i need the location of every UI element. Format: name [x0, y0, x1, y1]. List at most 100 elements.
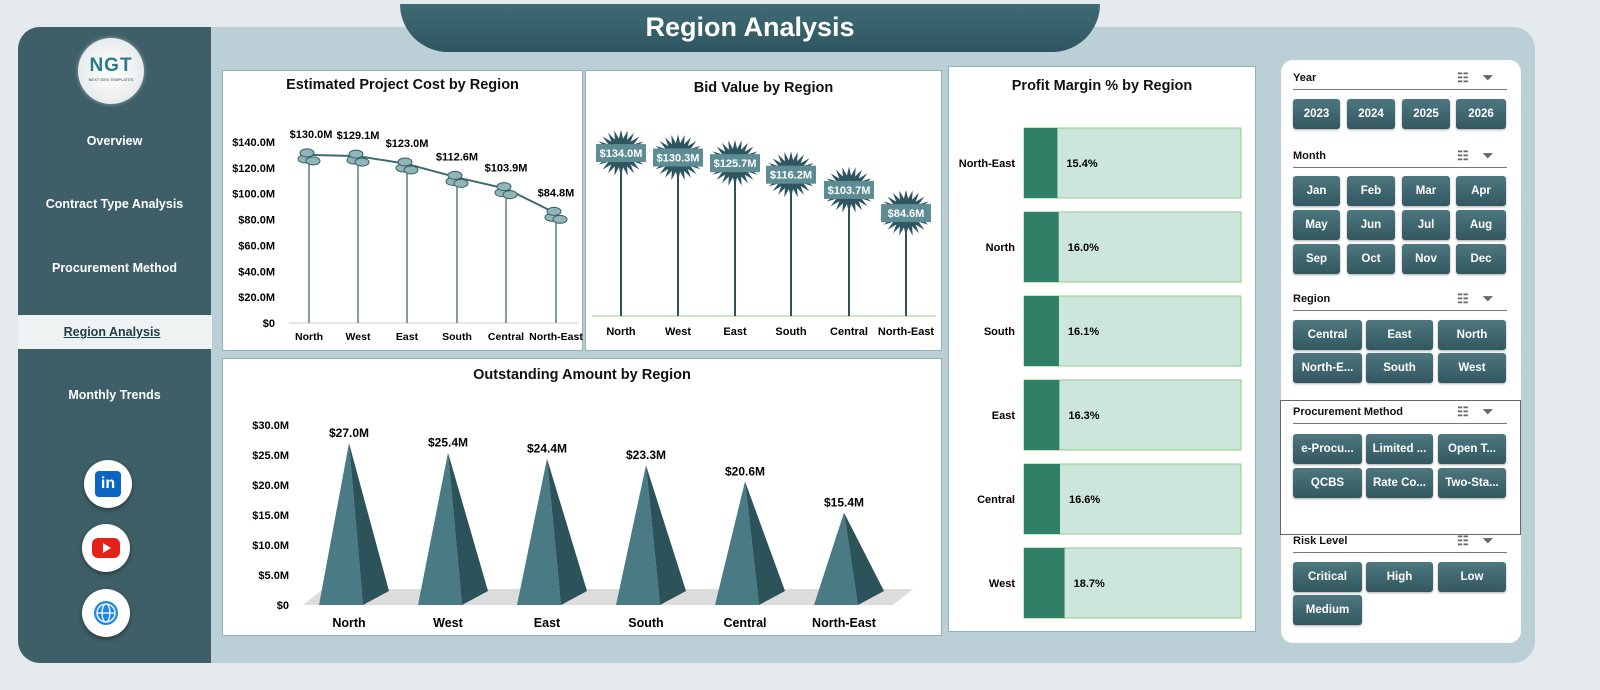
slicer-item[interactable]: Two-Sta... — [1438, 468, 1506, 498]
clear-filter-icon[interactable]: ⏷ — [1482, 404, 1507, 419]
data-label: $27.0M — [329, 426, 369, 440]
data-label-bg — [596, 144, 646, 163]
y-tick-label: $0 — [263, 318, 275, 330]
bar-track — [1023, 295, 1242, 367]
slicer-item[interactable]: 2026 — [1456, 99, 1506, 129]
data-label: $25.4M — [428, 436, 468, 450]
slicer-title: Procurement Method — [1293, 406, 1404, 418]
multi-select-icon[interactable]: ☷ — [1456, 404, 1483, 419]
slicer-item[interactable]: Limited ... — [1366, 434, 1433, 464]
slicer-header: Procurement Method ☷⏷ — [1293, 404, 1507, 424]
data-label: $23.3M — [626, 448, 666, 462]
y-tick-label: $15.0M — [252, 510, 289, 522]
slicer-item[interactable]: South — [1366, 353, 1433, 383]
y-tick-label: $20.0M — [252, 480, 289, 492]
x-tick-label: West — [665, 326, 691, 338]
x-tick-label: East — [396, 331, 419, 343]
nav-contract-type-analysis[interactable]: Contract Type Analysis — [45, 197, 184, 211]
y-tick-label: $120.0M — [232, 163, 275, 175]
nav-overview[interactable]: Overview — [86, 134, 143, 148]
slicer-item[interactable]: North-E... — [1293, 353, 1362, 383]
multi-select-icon[interactable]: ☷ — [1456, 148, 1483, 163]
y-tick-label: $0 — [277, 600, 289, 612]
slicer-item[interactable]: Critical — [1293, 562, 1362, 592]
data-label: $112.6M — [436, 151, 478, 163]
multi-select-icon[interactable]: ☷ — [1456, 533, 1483, 548]
bar-track — [1023, 463, 1242, 535]
y-tick-label: North — [986, 242, 1016, 254]
y-tick-label: East — [992, 410, 1016, 422]
slicer-item[interactable]: Rate Co... — [1366, 468, 1433, 498]
slicer-item[interactable]: East — [1366, 320, 1433, 350]
y-tick-label: $100.0M — [232, 189, 275, 201]
data-label: $123.0M — [386, 138, 429, 150]
slicer-item[interactable]: 2025 — [1402, 99, 1450, 129]
slicer-item[interactable]: Feb — [1347, 176, 1395, 206]
data-label-bg — [824, 180, 874, 199]
slicer-item[interactable]: Jun — [1347, 210, 1395, 240]
slicer-item[interactable]: Medium — [1293, 595, 1362, 625]
data-label: $84.6M — [888, 208, 925, 220]
slicer-item[interactable]: Aug — [1456, 210, 1506, 240]
pyramid-front — [814, 512, 858, 605]
x-tick-label: South — [775, 326, 806, 338]
chart-bid-value: Bid Value by Region $134.0M North $130.3M W… — [585, 70, 942, 351]
slicer-item[interactable]: Apr — [1456, 176, 1506, 206]
clear-filter-icon[interactable]: ⏷ — [1482, 533, 1507, 548]
coin-marker — [299, 148, 315, 158]
slicer-item[interactable]: High — [1366, 562, 1433, 592]
coin-marker — [546, 206, 562, 216]
pyramid-front — [418, 452, 462, 605]
slicer-item[interactable]: 2024 — [1347, 99, 1395, 129]
slicer-title: Year — [1293, 72, 1317, 84]
clear-filter-icon[interactable]: ⏷ — [1482, 70, 1507, 85]
nav-monthly-trends[interactable]: Monthly Trends — [68, 388, 161, 402]
slicer-item[interactable]: Sep — [1293, 244, 1340, 274]
multi-select-icon[interactable]: ☷ — [1456, 291, 1483, 306]
data-label: 16.1% — [1068, 326, 1099, 338]
data-label: $103.7M — [828, 185, 871, 197]
slicer-item[interactable]: 2023 — [1293, 99, 1340, 129]
globe-icon[interactable] — [82, 589, 130, 637]
page-title: Region Analysis — [400, 4, 1100, 52]
nav-procurement-method[interactable]: Procurement Method — [51, 261, 177, 275]
multi-select-icon[interactable]: ☷ — [1456, 70, 1483, 85]
slicer-item[interactable]: QCBS — [1293, 468, 1362, 498]
y-tick-label: $30.0M — [252, 420, 289, 432]
bar — [1024, 464, 1061, 534]
pyramid-side — [448, 452, 488, 605]
x-tick-label: Central — [723, 616, 766, 630]
x-tick-label: Central — [830, 326, 868, 338]
slicer-item[interactable]: North — [1438, 320, 1506, 350]
youtube-icon[interactable] — [82, 524, 130, 572]
slicer-item[interactable]: Jul — [1402, 210, 1450, 240]
y-tick-label: $40.0M — [238, 266, 275, 278]
slicer-item[interactable]: Jan — [1293, 176, 1340, 206]
data-label: $103.9M — [485, 163, 528, 175]
pyramid-side — [349, 443, 389, 605]
slicer-item[interactable]: Dec — [1456, 244, 1506, 274]
linkedin-icon[interactable]: in — [84, 460, 132, 508]
x-tick-label: North — [295, 331, 323, 343]
x-tick-label: North-East — [529, 331, 583, 343]
bar — [1024, 128, 1058, 198]
slicer-item[interactable]: West — [1438, 353, 1506, 383]
slicer-item[interactable]: Oct — [1347, 244, 1395, 274]
slicer-item[interactable]: Central — [1293, 320, 1362, 350]
slicer-item[interactable]: e-Procu... — [1293, 434, 1362, 464]
slicer-item[interactable]: Open T... — [1438, 434, 1506, 464]
bar-track — [1023, 127, 1242, 199]
coin-marker — [502, 190, 518, 200]
chart-title: Estimated Project Cost by Region — [286, 77, 519, 93]
clear-filter-icon[interactable]: ⏷ — [1482, 148, 1507, 163]
data-label: 16.0% — [1068, 242, 1099, 254]
slicer-item[interactable]: Low — [1438, 562, 1506, 592]
clear-filter-icon[interactable]: ⏷ — [1482, 291, 1507, 306]
slicer-item[interactable]: May — [1293, 210, 1340, 240]
slicer-item[interactable]: Mar — [1402, 176, 1450, 206]
bar-track — [1023, 211, 1242, 283]
nav-region-analysis[interactable]: Region Analysis — [18, 315, 212, 349]
coin-marker — [496, 182, 512, 192]
slicer-item[interactable]: Nov — [1402, 244, 1450, 274]
pyramid-side — [844, 512, 884, 605]
